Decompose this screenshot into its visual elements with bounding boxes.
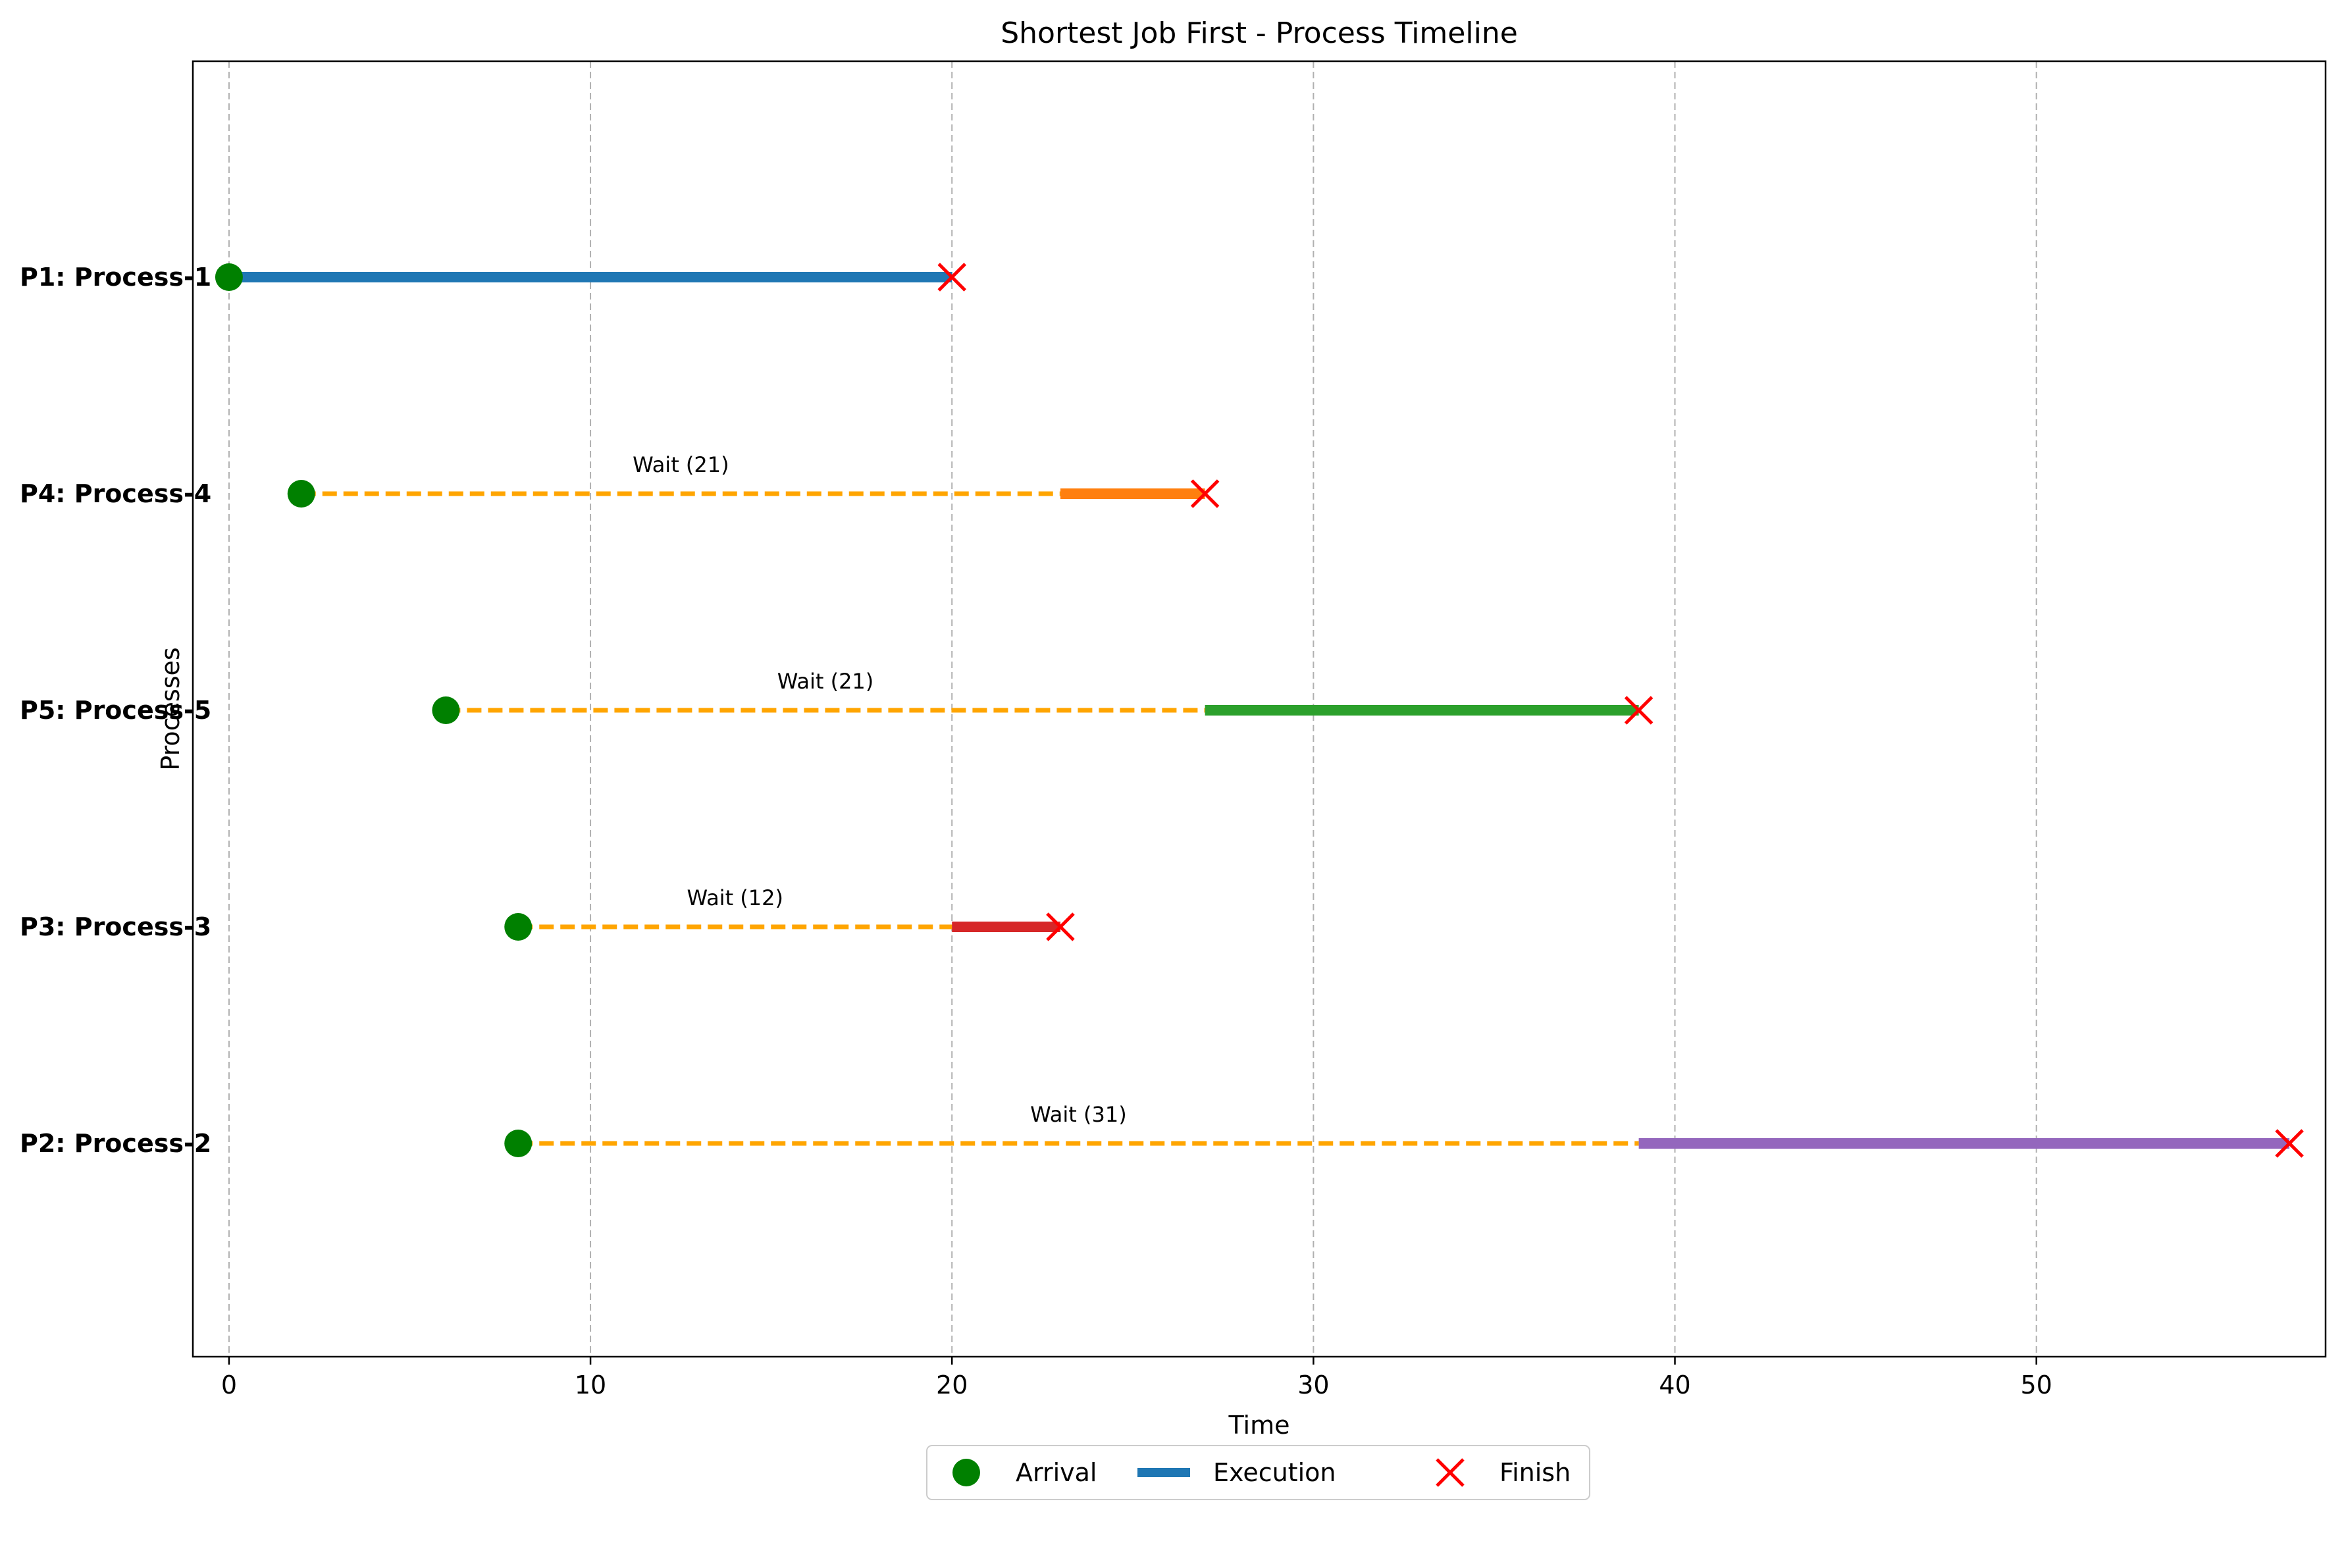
arrival-marker <box>504 1130 533 1157</box>
finish-marker-stroke <box>2275 1129 2304 1158</box>
wait-label: Wait (21) <box>633 452 729 477</box>
x-tick-label: 30 <box>1297 1371 1329 1399</box>
legend-box <box>926 1445 1590 1500</box>
process-label: P2: Process-2 <box>20 1129 211 1158</box>
legend-label: Execution <box>1213 1458 1336 1487</box>
chart-marks: Wait (21) Wait (21) Wait (12) Wait (31) <box>215 263 2304 1158</box>
chart-title: Shortest Job First - Process Timeline <box>1001 16 1518 50</box>
arrival-marker <box>504 913 533 941</box>
x-tick-label: 20 <box>936 1371 968 1399</box>
finish-marker-stroke <box>937 263 966 292</box>
plot-frame <box>192 60 2327 1358</box>
x-axis-ticks: 0 10 20 30 40 50 <box>221 1357 2052 1399</box>
process-label: P4: Process-4 <box>20 479 211 508</box>
wait-label: Wait (12) <box>687 885 783 910</box>
finish-marker-stroke <box>1046 912 1075 941</box>
wait-label: Wait (21) <box>777 669 874 694</box>
legend-finish-marker <box>1436 1458 1465 1487</box>
process-label: P3: Process-3 <box>20 912 211 941</box>
finish-marker-stroke <box>1190 479 1220 508</box>
arrival-marker <box>287 480 315 508</box>
finish-marker <box>937 263 966 292</box>
process-label: P5: Process-5 <box>20 696 211 725</box>
legend: Arrival Execution Finish <box>926 1445 1590 1500</box>
finish-marker <box>1190 479 1220 508</box>
x-axis-label: Time <box>1228 1411 1290 1440</box>
finish-marker <box>1046 912 1075 941</box>
wait-label: Wait (31) <box>1030 1102 1127 1127</box>
y-axis-categories: P1: Process-1P4: Process-4P5: Process-5P… <box>20 263 211 1158</box>
x-tick-label: 40 <box>1659 1371 1690 1399</box>
legend-label: Arrival <box>1016 1458 1097 1487</box>
x-tick-label: 0 <box>221 1371 237 1399</box>
process-label: P1: Process-1 <box>20 263 211 292</box>
finish-marker-stroke <box>1624 696 1654 725</box>
x-tick-label: 10 <box>575 1371 606 1399</box>
finish-marker <box>2275 1129 2304 1158</box>
arrival-marker <box>432 696 460 724</box>
finish-marker <box>1624 696 1654 725</box>
legend-finish-stroke <box>1436 1458 1465 1487</box>
y-axis-label: Processes <box>156 647 185 770</box>
legend-label: Finish <box>1499 1458 1571 1487</box>
legend-arrival-marker <box>952 1459 980 1486</box>
x-tick-label: 50 <box>2020 1371 2052 1399</box>
arrival-marker <box>215 263 243 291</box>
